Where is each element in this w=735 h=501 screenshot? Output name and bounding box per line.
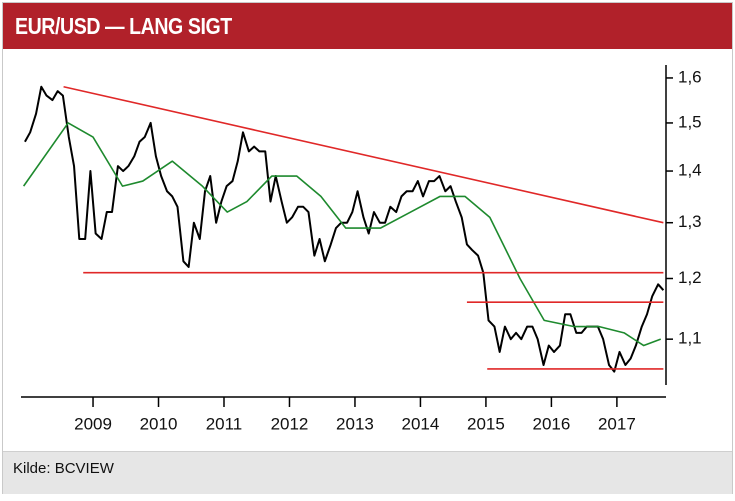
frame: EUR/USD — LANG SIGT 1,1 1,2 1,3 1,4 1,5 1,6 20… [2, 2, 733, 494]
y-tick-label: 1,5 [678, 112, 702, 131]
header: EUR/USD — LANG SIGT [3, 3, 732, 49]
y-tick-label: 1,2 [678, 268, 702, 287]
footer: Kilde: BCVIEW [3, 451, 732, 494]
y-tick-label: 1,1 [678, 329, 702, 348]
x-tick-label: 2017 [598, 414, 636, 433]
source: Kilde: BCVIEW [13, 460, 114, 477]
chart-title: EUR/USD — LANG SIGT [15, 13, 232, 39]
x-tick-label: 2009 [74, 414, 112, 433]
y-tick-label: 1,6 [678, 67, 702, 86]
y-tick-label: 1,3 [678, 212, 702, 231]
x-tick-label: 2011 [206, 414, 243, 433]
x-tick-label: 2016 [532, 414, 570, 433]
y-tick-label: 1,4 [678, 161, 702, 180]
x-tick-label: 2012 [271, 414, 309, 433]
x-tick-label: 2014 [402, 414, 440, 433]
series-line [24, 85, 665, 373]
x-tick-label: 2013 [336, 414, 374, 433]
x-tick-label: 2010 [140, 414, 178, 433]
series-line [63, 85, 664, 224]
chart: 1,1 1,2 1,3 1,4 1,5 1,6 2009 2010 2011 2012 2013 20… [21, 65, 702, 433]
x-tick-label: 2015 [467, 414, 505, 433]
series-line [22, 122, 662, 347]
